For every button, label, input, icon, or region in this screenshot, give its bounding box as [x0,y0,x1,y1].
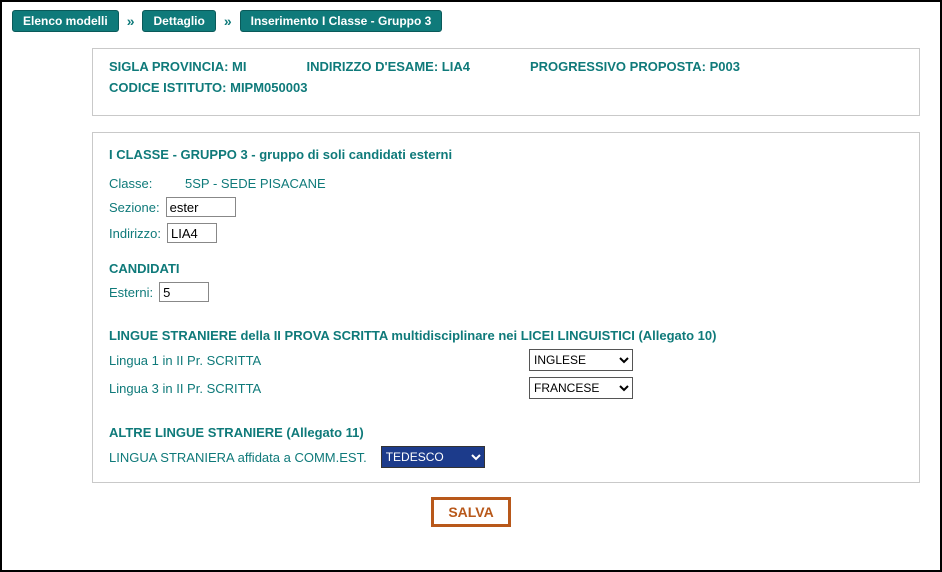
codice-label: CODICE ISTITUTO: [109,80,226,95]
indirizzo-label: Indirizzo: [109,226,161,241]
codice-istituto: CODICE ISTITUTO: MIPM050003 [109,80,307,95]
indirizzo-esame-value: LIA4 [442,59,470,74]
commest-select[interactable]: TEDESCO [381,446,485,468]
chevron-icon: » [125,13,137,29]
progressivo: PROGRESSIVO PROPOSTA: P003 [530,59,740,74]
classe-value: 5SP - SEDE PISACANE [185,176,326,191]
save-button[interactable]: SALVA [431,497,510,527]
progressivo-value: P003 [710,59,740,74]
commest-label: LINGUA STRANIERA affidata a COMM.EST. [109,450,367,465]
sezione-input[interactable] [166,197,236,217]
form-title: I CLASSE - GRUPPO 3 - gruppo di soli can… [109,147,903,162]
progressivo-label: PROGRESSIVO PROPOSTA: [530,59,706,74]
sigla-value: MI [232,59,246,74]
altre-lingue-header: ALTRE LINGUE STRANIERE (Allegato 11) [109,425,903,440]
classe-label: Classe: [109,176,179,191]
sigla-provincia: SIGLA PROVINCIA: MI [109,59,247,74]
indirizzo-esame: INDIRIZZO D'ESAME: LIA4 [307,59,470,74]
form-panel: I CLASSE - GRUPPO 3 - gruppo di soli can… [92,132,920,483]
indirizzo-input[interactable] [167,223,217,243]
crumb-dettaglio[interactable]: Dettaglio [142,10,215,32]
save-wrap: SALVA [2,497,940,527]
esterni-input[interactable] [159,282,209,302]
candidati-header: CANDIDATI [109,261,903,276]
crumb-inserimento[interactable]: Inserimento I Classe - Gruppo 3 [240,10,443,32]
lingua1-label: Lingua 1 in II Pr. SCRITTA [109,353,529,368]
lingua3-select[interactable]: FRANCESE [529,377,633,399]
crumb-elenco[interactable]: Elenco modelli [12,10,119,32]
window: Elenco modelli » Dettaglio » Inserimento… [0,0,942,572]
indirizzo-esame-label: INDIRIZZO D'ESAME: [307,59,439,74]
breadcrumb: Elenco modelli » Dettaglio » Inserimento… [2,2,940,40]
chevron-icon: » [222,13,234,29]
info-panel: SIGLA PROVINCIA: MI INDIRIZZO D'ESAME: L… [92,48,920,116]
lingue-header: LINGUE STRANIERE della II PROVA SCRITTA … [109,328,903,343]
sigla-label: SIGLA PROVINCIA: [109,59,228,74]
lingua3-label: Lingua 3 in II Pr. SCRITTA [109,381,529,396]
codice-value: MIPM050003 [230,80,307,95]
sezione-label: Sezione: [109,200,160,215]
esterni-label: Esterni: [109,285,153,300]
lingua1-select[interactable]: INGLESE [529,349,633,371]
